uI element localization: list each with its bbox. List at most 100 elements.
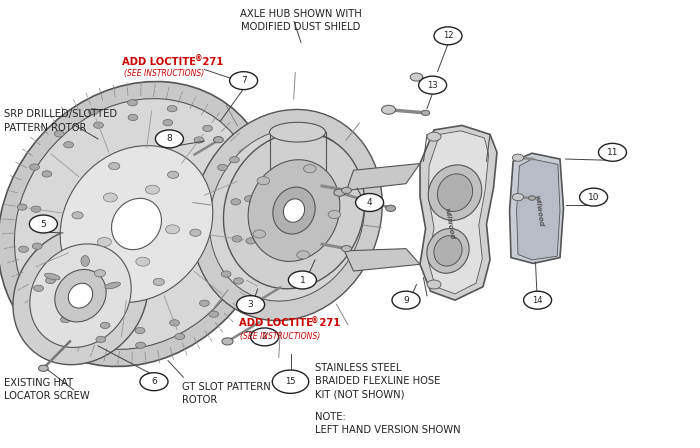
Text: 12: 12 [442,31,454,40]
Text: 2: 2 [262,332,267,341]
Circle shape [94,122,104,128]
Text: 6: 6 [151,377,157,386]
Circle shape [304,165,316,173]
Ellipse shape [0,82,275,366]
Ellipse shape [248,160,340,261]
Polygon shape [248,128,343,289]
Text: GT SLOT PATTERN
ROTOR: GT SLOT PATTERN ROTOR [182,382,271,405]
Text: 13: 13 [427,81,438,90]
Circle shape [598,143,626,161]
Circle shape [169,320,179,326]
Circle shape [434,27,462,45]
Ellipse shape [438,174,472,211]
Circle shape [524,291,552,309]
Circle shape [18,204,27,210]
Circle shape [167,105,177,112]
Circle shape [194,137,204,143]
Circle shape [244,196,254,202]
Ellipse shape [69,283,92,308]
Circle shape [512,154,524,161]
Circle shape [38,365,48,371]
Circle shape [297,251,309,259]
Circle shape [108,163,120,170]
Text: 7: 7 [241,76,246,85]
Circle shape [29,164,39,170]
Circle shape [392,291,420,309]
Circle shape [97,237,111,246]
Ellipse shape [45,273,60,280]
Circle shape [146,185,160,194]
Polygon shape [517,159,560,260]
Text: AXLE HUB SHOWN WITH
MODIFIED DUST SHIELD: AXLE HUB SHOWN WITH MODIFIED DUST SHIELD [240,9,362,32]
Circle shape [221,271,231,277]
Text: (SEE INSTRUCTIONS): (SEE INSTRUCTIONS) [125,69,204,78]
Text: 4: 4 [367,198,372,207]
Circle shape [528,196,536,200]
Circle shape [31,206,41,212]
Circle shape [410,73,423,81]
Text: 271: 271 [316,319,340,328]
Circle shape [29,215,57,233]
Polygon shape [344,249,420,271]
Circle shape [257,177,270,185]
Circle shape [136,257,150,266]
Circle shape [209,311,218,317]
Circle shape [253,230,265,238]
Circle shape [163,120,173,126]
Circle shape [237,296,265,314]
Ellipse shape [209,129,365,301]
Circle shape [421,110,430,116]
Text: ®: ® [311,317,318,326]
Ellipse shape [273,187,315,234]
Text: wilwood: wilwood [443,207,454,241]
Text: 9: 9 [403,296,409,305]
Ellipse shape [192,109,382,321]
Circle shape [218,164,228,171]
Circle shape [60,316,70,323]
Circle shape [512,194,524,201]
Circle shape [165,225,179,234]
Ellipse shape [81,255,90,266]
Text: ADD LOCTITE: ADD LOCTITE [239,319,314,328]
Ellipse shape [60,146,213,302]
Text: 1: 1 [300,276,305,284]
Circle shape [222,338,233,345]
Circle shape [127,99,137,106]
Circle shape [55,131,64,137]
Polygon shape [420,125,497,300]
Circle shape [288,271,316,289]
Circle shape [34,285,43,291]
Circle shape [230,157,239,163]
Text: ®: ® [195,55,202,64]
Circle shape [382,105,395,114]
Ellipse shape [55,269,106,322]
Ellipse shape [223,132,365,289]
Ellipse shape [284,199,304,222]
Ellipse shape [434,236,462,266]
Text: 15: 15 [286,377,295,386]
Text: wilwood: wilwood [534,194,544,227]
Ellipse shape [105,282,120,289]
Circle shape [272,370,309,393]
Circle shape [104,193,118,202]
Circle shape [190,229,201,236]
Circle shape [88,108,98,115]
Circle shape [246,238,256,244]
Polygon shape [346,164,420,190]
Text: 10: 10 [588,193,599,202]
Circle shape [155,130,183,148]
Circle shape [580,188,608,206]
Text: SRP DRILLED/SLOTTED
PATTERN ROTOR: SRP DRILLED/SLOTTED PATTERN ROTOR [4,109,117,133]
Circle shape [96,336,106,343]
Circle shape [128,114,138,121]
Ellipse shape [13,227,148,365]
Circle shape [72,212,83,219]
Circle shape [328,211,341,219]
Circle shape [64,142,74,148]
Circle shape [175,333,185,340]
Text: 14: 14 [533,296,543,305]
Circle shape [386,205,396,211]
Circle shape [232,236,242,242]
Ellipse shape [270,122,326,142]
Text: 5: 5 [41,220,46,228]
